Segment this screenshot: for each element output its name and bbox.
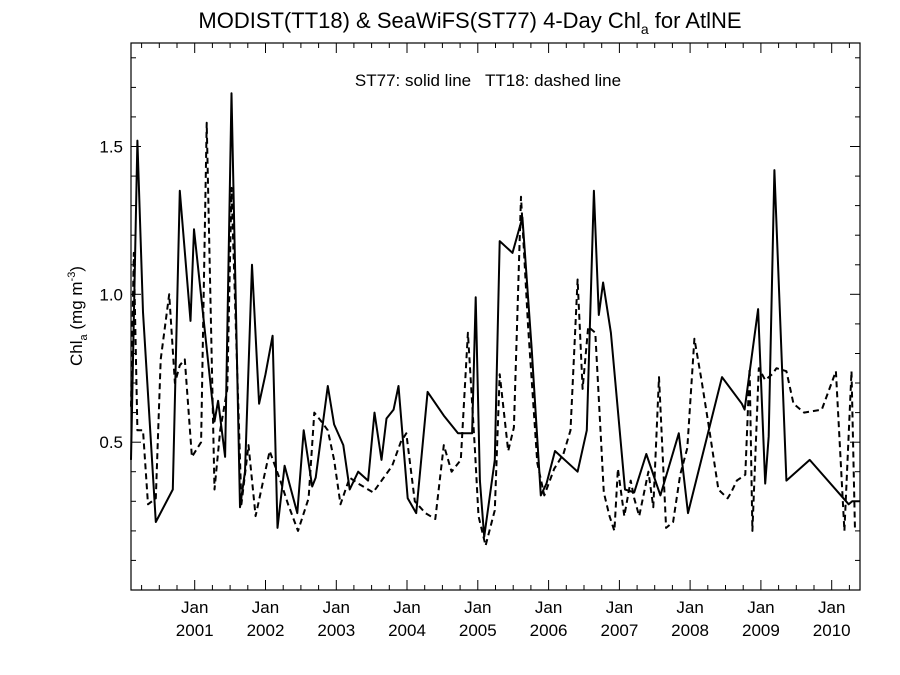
chart-title-main: MODIST(TT18) & SeaWiFS(ST77) 4-Day Chl <box>198 8 641 33</box>
axis-ticks: 0.5 1.0 1.5 Jan 2001 Jan 2002 Jan 2003 Jan 2004 Jan… <box>99 43 860 640</box>
y-axis-label: Chla (mg m-3) <box>66 266 90 366</box>
x-tick-label-year: 2003 <box>317 621 355 640</box>
y-tick-label: 0.5 <box>99 433 123 452</box>
x-tick-label-month: Jan <box>181 598 208 617</box>
x-tick-label-year: 2006 <box>530 621 568 640</box>
x-tick-label-month: Jan <box>252 598 279 617</box>
x-tick-label-month: Jan <box>393 598 420 617</box>
x-tick-label-month: Jan <box>606 598 633 617</box>
series-line-tt18 <box>130 121 856 547</box>
x-tick-label-month: Jan <box>464 598 491 617</box>
chart-title: MODIST(TT18) & SeaWiFS(ST77) 4-Day Chla … <box>198 8 741 37</box>
y-axis-label-unit: (mg m <box>67 281 86 334</box>
y-tick-label: 1.0 <box>99 285 123 304</box>
chart-title-tail: for AtlNE <box>649 8 742 33</box>
x-tick-label-year: 2002 <box>247 621 285 640</box>
line-style-annotation: ST77: solid line TT18: dashed line <box>355 71 621 90</box>
y-axis-label-unit-exponent: -3 <box>66 272 78 282</box>
x-tick-label-year: 2007 <box>600 621 638 640</box>
x-tick-label-month: Jan <box>323 598 350 617</box>
x-tick-label-year: 2008 <box>671 621 709 640</box>
x-tick-label-month: Jan <box>747 598 774 617</box>
x-tick-label-year: 2005 <box>459 621 497 640</box>
x-tick-label-year: 2004 <box>388 621 426 640</box>
x-tick-label-year: 2001 <box>176 621 214 640</box>
y-axis-label-subscript: a <box>78 333 90 340</box>
x-tick-label-month: Jan <box>535 598 562 617</box>
y-axis-label-main: Chl <box>67 340 86 366</box>
chart-title-subscript: a <box>641 21 649 37</box>
x-tick-label-year: 2009 <box>742 621 780 640</box>
y-tick-label: 1.5 <box>99 138 123 157</box>
x-tick-label-month: Jan <box>818 598 845 617</box>
series-lines <box>130 92 860 547</box>
x-tick-label-year: 2010 <box>813 621 851 640</box>
x-tick-label-month: Jan <box>676 598 703 617</box>
y-axis-label-unit-close: ) <box>67 266 86 272</box>
